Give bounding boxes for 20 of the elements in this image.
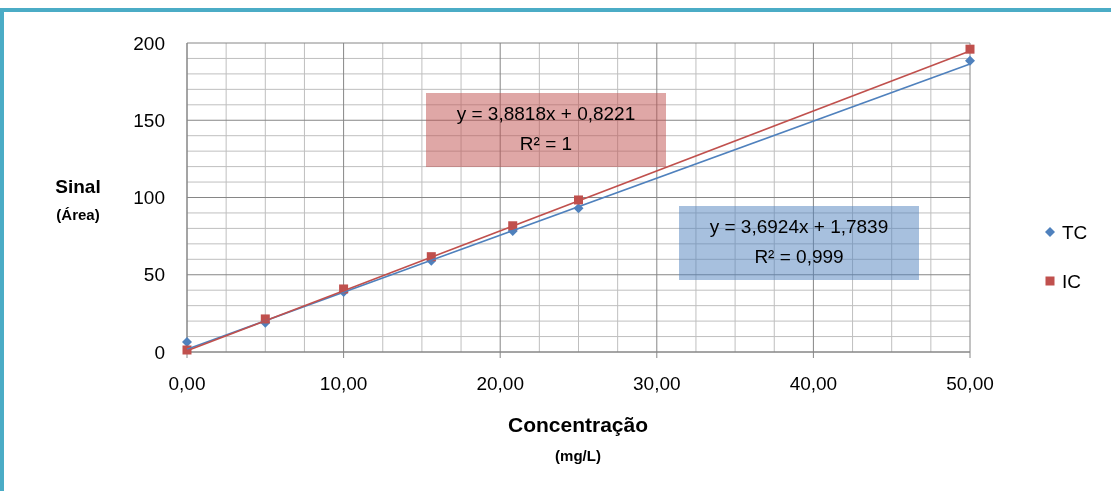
x-tick-label: 30,00 — [633, 373, 681, 394]
annotation: y = 3,8818x + 0,8221 R² = 1 — [456, 103, 636, 154]
legend-label: TC — [1062, 221, 1088, 243]
point — [965, 44, 975, 54]
y-tick-label: 200 — [133, 32, 165, 54]
y-axis-title: Sinal (Área) — [55, 176, 101, 223]
y-tick-label: 100 — [133, 187, 165, 209]
x-axis-title: Concentração (mg/L) — [507, 413, 649, 464]
legend-label: IC — [1062, 270, 1081, 292]
annotation: y = 3,6924x + 1,7839 R² = 0,999 — [709, 216, 889, 267]
y-tick-label: 50 — [143, 264, 165, 286]
x-tick-label: 0,00 — [168, 373, 206, 394]
point — [965, 55, 975, 66]
y-tick-label: 150 — [133, 109, 165, 131]
x-tick-label: 20,00 — [476, 373, 524, 394]
y-tick-label: 0 — [154, 341, 165, 363]
x-tick-label: 10,00 — [319, 373, 368, 394]
point — [182, 336, 192, 347]
x-tick-label: 50,00 — [946, 373, 994, 394]
x-tick-label: 40,00 — [789, 373, 838, 394]
